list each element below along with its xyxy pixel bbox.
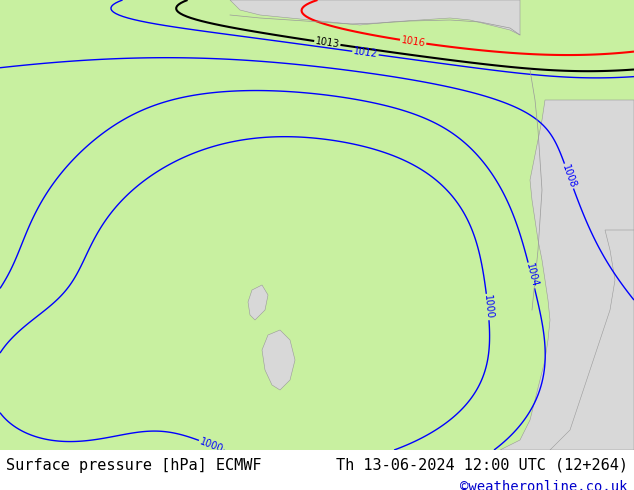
Text: ©weatheronline.co.uk: ©weatheronline.co.uk	[460, 480, 628, 490]
Text: 1013: 1013	[314, 36, 340, 49]
Text: 1000: 1000	[198, 436, 224, 454]
Polygon shape	[550, 230, 634, 450]
Polygon shape	[230, 0, 520, 35]
Polygon shape	[262, 330, 295, 390]
Text: 1016: 1016	[400, 35, 426, 49]
Text: Th 13-06-2024 12:00 UTC (12+264): Th 13-06-2024 12:00 UTC (12+264)	[335, 458, 628, 473]
Polygon shape	[0, 0, 634, 450]
Polygon shape	[500, 100, 634, 450]
Text: 1004: 1004	[524, 262, 539, 289]
Text: Surface pressure [hPa] ECMWF: Surface pressure [hPa] ECMWF	[6, 458, 262, 473]
Polygon shape	[248, 285, 268, 320]
Text: 1000: 1000	[482, 294, 494, 319]
Text: 1012: 1012	[353, 47, 378, 60]
Text: 1008: 1008	[560, 163, 578, 189]
